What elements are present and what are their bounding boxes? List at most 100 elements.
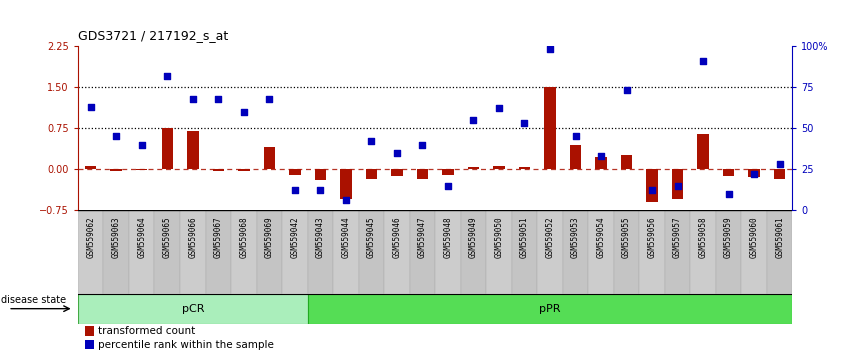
Text: transformed count: transformed count xyxy=(98,326,195,336)
Text: GSM559058: GSM559058 xyxy=(699,217,708,258)
Bar xyxy=(748,169,759,177)
Bar xyxy=(340,169,352,199)
Point xyxy=(492,105,506,111)
Point xyxy=(135,142,149,147)
Bar xyxy=(136,169,147,170)
Text: GSM559056: GSM559056 xyxy=(648,217,656,258)
Point xyxy=(109,133,123,139)
Bar xyxy=(595,157,607,169)
Point xyxy=(619,87,633,93)
Bar xyxy=(443,169,454,175)
Text: GSM559048: GSM559048 xyxy=(443,217,452,258)
Bar xyxy=(690,210,716,294)
Bar xyxy=(512,210,537,294)
Text: GSM559051: GSM559051 xyxy=(520,217,529,258)
Text: GSM559054: GSM559054 xyxy=(597,217,605,258)
Point xyxy=(645,188,659,193)
Text: GSM559050: GSM559050 xyxy=(494,217,503,258)
Point xyxy=(211,96,225,101)
Text: GSM559061: GSM559061 xyxy=(775,217,784,258)
Bar xyxy=(537,210,563,294)
Bar xyxy=(494,166,505,169)
Text: GSM559049: GSM559049 xyxy=(469,217,478,258)
Bar xyxy=(365,169,377,179)
Text: GSM559062: GSM559062 xyxy=(87,217,95,258)
Text: GSM559066: GSM559066 xyxy=(188,217,197,258)
Text: pCR: pCR xyxy=(182,304,204,314)
Text: GSM559065: GSM559065 xyxy=(163,217,171,258)
Bar xyxy=(461,210,486,294)
Bar xyxy=(544,87,556,169)
Bar xyxy=(385,210,410,294)
Point xyxy=(696,58,710,64)
Point xyxy=(747,171,761,177)
Text: GSM559052: GSM559052 xyxy=(546,217,554,258)
Bar xyxy=(417,169,428,179)
Bar xyxy=(767,210,792,294)
Point xyxy=(313,188,327,193)
Text: GSM559043: GSM559043 xyxy=(316,217,325,258)
Bar xyxy=(391,169,403,176)
Point xyxy=(772,161,786,167)
Point xyxy=(721,191,735,196)
Point xyxy=(543,46,557,52)
Text: GSM559063: GSM559063 xyxy=(112,217,120,258)
Bar xyxy=(741,210,767,294)
Bar xyxy=(716,210,741,294)
Text: disease state: disease state xyxy=(1,295,66,305)
Bar xyxy=(621,155,632,169)
Bar xyxy=(646,169,658,202)
Text: GSM559042: GSM559042 xyxy=(290,217,300,258)
Bar xyxy=(289,169,301,175)
Bar xyxy=(103,210,129,294)
Text: GSM559069: GSM559069 xyxy=(265,217,274,258)
Bar xyxy=(154,210,180,294)
Text: GSM559055: GSM559055 xyxy=(622,217,631,258)
Bar xyxy=(563,210,588,294)
Bar xyxy=(85,166,96,169)
Point xyxy=(288,188,301,193)
Point xyxy=(339,198,352,203)
Bar xyxy=(639,210,665,294)
Bar xyxy=(359,210,385,294)
Point xyxy=(84,104,98,110)
Text: GSM559068: GSM559068 xyxy=(239,217,249,258)
Bar xyxy=(256,210,282,294)
Text: GSM559045: GSM559045 xyxy=(367,217,376,258)
Bar xyxy=(180,210,205,294)
Point xyxy=(518,120,532,126)
Text: GSM559047: GSM559047 xyxy=(418,217,427,258)
Bar xyxy=(410,210,436,294)
Bar xyxy=(570,144,581,169)
Point xyxy=(416,142,430,147)
Bar xyxy=(314,169,326,180)
Bar xyxy=(774,169,785,179)
Bar xyxy=(78,210,103,294)
Point xyxy=(365,138,378,144)
Point xyxy=(569,133,583,139)
Bar xyxy=(486,210,512,294)
Point xyxy=(594,153,608,159)
Point xyxy=(160,73,174,78)
Bar xyxy=(282,210,307,294)
Bar xyxy=(665,210,690,294)
Text: GSM559059: GSM559059 xyxy=(724,217,734,258)
Point xyxy=(467,117,481,123)
Point xyxy=(262,96,276,101)
Bar xyxy=(333,210,359,294)
Bar xyxy=(129,210,154,294)
Bar xyxy=(205,210,231,294)
Text: GSM559067: GSM559067 xyxy=(214,217,223,258)
Bar xyxy=(697,133,709,169)
Bar xyxy=(723,169,734,176)
Bar xyxy=(231,210,256,294)
Text: GSM559057: GSM559057 xyxy=(673,217,682,258)
Text: GSM559044: GSM559044 xyxy=(341,217,351,258)
Bar xyxy=(85,340,94,349)
Bar xyxy=(85,326,94,336)
Bar xyxy=(307,294,792,324)
Bar xyxy=(78,294,307,324)
Bar xyxy=(436,210,461,294)
Text: GSM559064: GSM559064 xyxy=(137,217,146,258)
Bar xyxy=(263,147,275,169)
